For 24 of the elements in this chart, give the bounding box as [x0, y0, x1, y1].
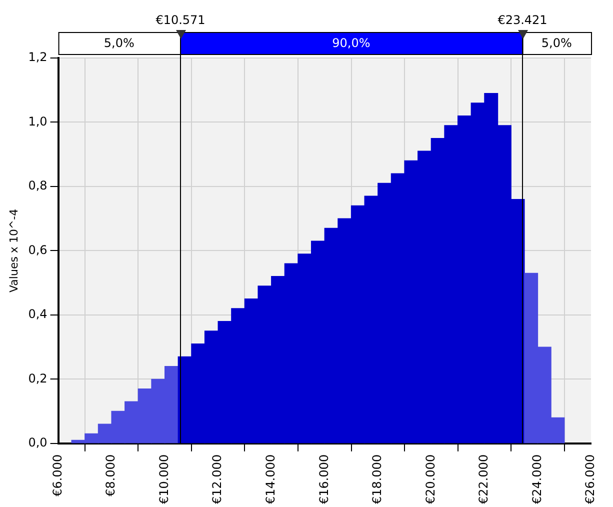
y-tick-label: 0,8 — [28, 178, 48, 193]
x-tick-label: €6.000 — [50, 454, 64, 496]
x-tick-label: €8.000 — [104, 454, 118, 496]
y-tick-label: 1,0 — [28, 114, 48, 128]
ref-line-label: €10.571 — [156, 13, 206, 28]
y-tick-label: 1,2 — [28, 50, 48, 64]
x-tick-label: €26.000 — [583, 454, 598, 504]
y-tick-label: 0,0 — [28, 436, 48, 450]
x-tick-label: €16.000 — [316, 454, 331, 504]
text: 5,0% — [104, 36, 134, 50]
text: 5,0% — [541, 36, 572, 50]
x-tick-label: €20.000 — [423, 454, 438, 504]
ref-line-label: €23.421 — [498, 13, 548, 28]
y-tick-label: 0,4 — [28, 307, 48, 322]
text: 90,0% — [332, 36, 370, 50]
x-tick-label: €18.000 — [370, 454, 384, 504]
y-tick-label: 0,6 — [28, 242, 48, 257]
y-axis-title: Values x 10^-4 — [7, 208, 20, 292]
x-tick-label: €22.000 — [476, 454, 491, 504]
x-tick-label: €10.000 — [156, 454, 171, 504]
y-tick-label: 0,2 — [28, 371, 48, 386]
x-tick-label: €24.000 — [530, 454, 544, 504]
x-tick-label: €14.000 — [263, 454, 278, 504]
x-tick-label: €12.000 — [210, 454, 224, 504]
